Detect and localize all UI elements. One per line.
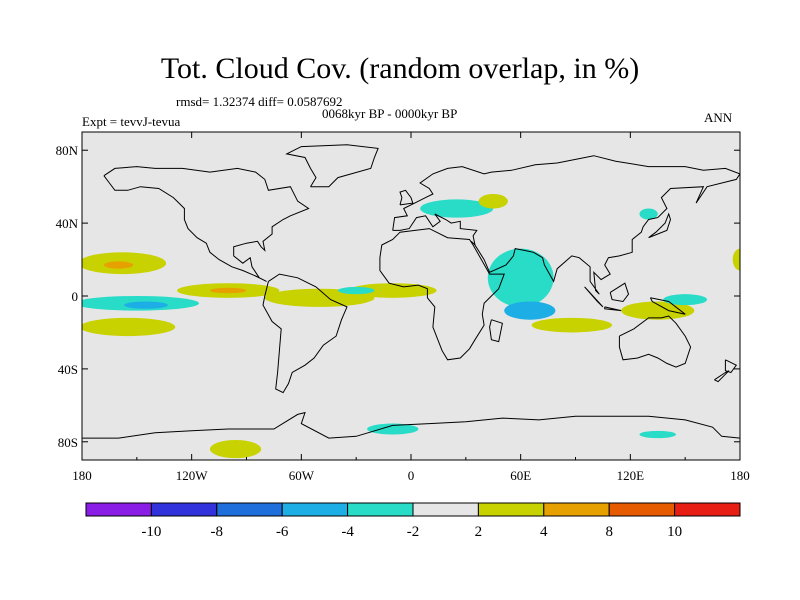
anomaly-region-6: [209, 287, 247, 294]
coastline-11: [604, 306, 622, 312]
coastline-12: [649, 297, 686, 315]
anomaly-region-14: [531, 317, 613, 333]
x-tick-label-1: 120W: [176, 468, 209, 483]
anomaly-region-19: [209, 439, 262, 459]
anomaly-region-18: [639, 208, 658, 220]
coastline-16: [82, 411, 740, 439]
x-tick-label-0: 180: [72, 468, 92, 483]
coastline-13: [618, 315, 692, 368]
stats-label: rmsd= 1.32374 diff= 0.0587692: [176, 94, 343, 109]
colorbar-label-1: -8: [211, 524, 224, 540]
anomaly-region-4: [82, 317, 176, 337]
anomaly-region-21: [639, 430, 677, 439]
coastline-6: [470, 240, 476, 246]
coastline-7: [399, 189, 414, 206]
colorbar-label-6: 4: [540, 524, 548, 540]
coastline-2: [262, 273, 348, 394]
anomaly-region-10: [420, 199, 494, 218]
x-tick-label-3: 0: [408, 468, 415, 483]
colorbar-label-0: -10: [141, 524, 161, 540]
y-tick-label-4: 80S: [58, 435, 78, 450]
season-label: ANN: [704, 110, 733, 125]
coastline-10: [609, 282, 630, 303]
x-tick-label-2: 60W: [289, 468, 315, 483]
colorbar-label-8: 10: [667, 524, 682, 540]
period-label: 0068kyr BP - 0000kyr BP: [322, 106, 458, 121]
colorbar-swatch-5: [412, 502, 479, 517]
x-tick-label-6: 180: [730, 468, 750, 483]
colorbar-swatch-9: [674, 502, 741, 517]
coastline-14: [724, 359, 738, 374]
experiment-label: Expt = tevvJ-tevua: [82, 114, 181, 129]
anomaly-region-17: [732, 248, 740, 271]
x-tick-label-5: 120E: [617, 468, 645, 483]
anomaly-region-16: [663, 294, 708, 306]
colorbar-label-7: 8: [605, 524, 613, 540]
coastline-9: [584, 286, 604, 308]
chart-title: Tot. Cloud Cov. (random overlap, in %): [160, 52, 640, 85]
colorbar-label-5: 2: [475, 524, 483, 540]
anomaly-region-8: [348, 283, 437, 298]
coastline-15: [714, 370, 730, 383]
anomaly-region-11: [478, 193, 508, 209]
colorbar-swatch-6: [477, 502, 545, 517]
coastline-4: [489, 319, 503, 343]
colorbar-label-2: -6: [276, 524, 289, 540]
colorbar-swatch-3: [281, 502, 349, 517]
y-tick-label-2: 0: [72, 289, 79, 304]
y-tick-label-1: 40N: [56, 216, 79, 231]
colorbar-label-3: -4: [341, 524, 354, 540]
anomaly-region-12: [487, 248, 554, 307]
anomaly-region-15: [621, 301, 695, 320]
colorbar-swatch-7: [543, 502, 610, 517]
anomaly-region-1: [103, 261, 134, 269]
y-tick-label-3: 40S: [58, 362, 78, 377]
coastline-8: [648, 212, 672, 239]
colorbar-label-4: -2: [407, 524, 420, 540]
anomaly-region-3: [124, 301, 168, 309]
coastline-3: [379, 228, 505, 361]
colorbar-swatch-2: [216, 502, 283, 517]
coastline-5: [392, 155, 740, 295]
y-tick-label-0: 80N: [56, 143, 79, 158]
anomaly-region-13: [504, 301, 556, 320]
coastline-1: [285, 144, 379, 188]
colorbar-swatch-4: [347, 502, 414, 517]
colorbar-swatch-8: [608, 502, 676, 517]
anomaly-region-9: [337, 286, 375, 295]
colorbar-swatch-1: [150, 502, 218, 517]
colorbar-swatch-0: [85, 502, 152, 517]
coastlines: [82, 144, 740, 439]
coastline-0: [103, 166, 310, 282]
x-tick-label-4: 60E: [510, 468, 531, 483]
anomaly-region-20: [367, 423, 419, 435]
